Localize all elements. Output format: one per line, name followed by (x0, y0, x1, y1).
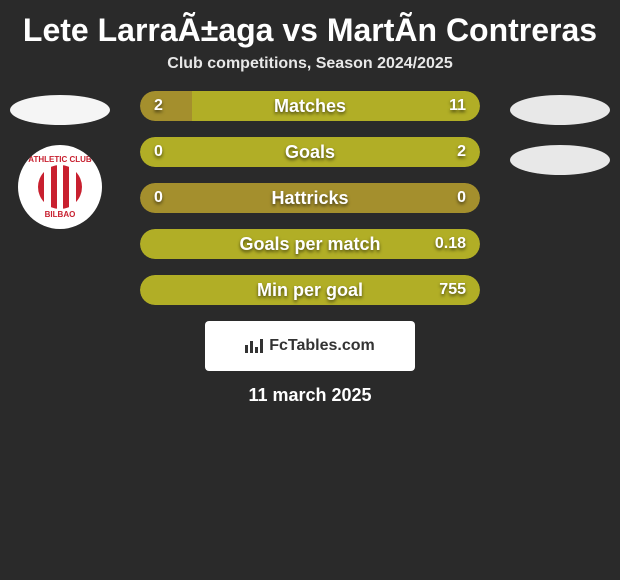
logo-text: FcTables.com (269, 337, 375, 355)
player1-club-badge: ATHLETIC CLUB BILBAO (18, 145, 102, 229)
date-label: 11 march 2025 (0, 385, 620, 406)
subtitle: Club competitions, Season 2024/2025 (0, 55, 620, 91)
page-title: Lete LarraÃ±aga vs MartÃ­n Contreras (0, 0, 620, 55)
stat-row: 0.18Goals per match (140, 229, 480, 259)
stat-row: 755Min per goal (140, 275, 480, 305)
stat-label: Hattricks (140, 188, 480, 209)
player2-column (500, 91, 620, 195)
stat-label: Matches (140, 96, 480, 117)
stat-label: Goals per match (140, 234, 480, 255)
comparison-card: Lete LarraÃ±aga vs MartÃ­n Contreras Clu… (0, 0, 620, 406)
badge-stripes (38, 165, 82, 209)
stat-row: 211Matches (140, 91, 480, 121)
player1-photo-oval (10, 95, 110, 125)
fctables-logo: FcTables.com (205, 321, 415, 371)
stat-row: 00Hattricks (140, 183, 480, 213)
badge-text-bottom: BILBAO (24, 210, 96, 219)
stats-bars: 211Matches 02Goals 00Hattricks 0.18Goals pe… (140, 91, 480, 305)
chart-icon (245, 339, 263, 353)
stat-label: Min per goal (140, 280, 480, 301)
body-area: ATHLETIC CLUB BILBAO 211Matches 02Goals 00… (0, 91, 620, 406)
stat-row: 02Goals (140, 137, 480, 167)
player2-photo-oval-1 (510, 95, 610, 125)
badge-text-top: ATHLETIC CLUB (24, 155, 96, 164)
player1-column: ATHLETIC CLUB BILBAO (0, 91, 120, 237)
player2-photo-oval-2 (510, 145, 610, 175)
stat-label: Goals (140, 142, 480, 163)
